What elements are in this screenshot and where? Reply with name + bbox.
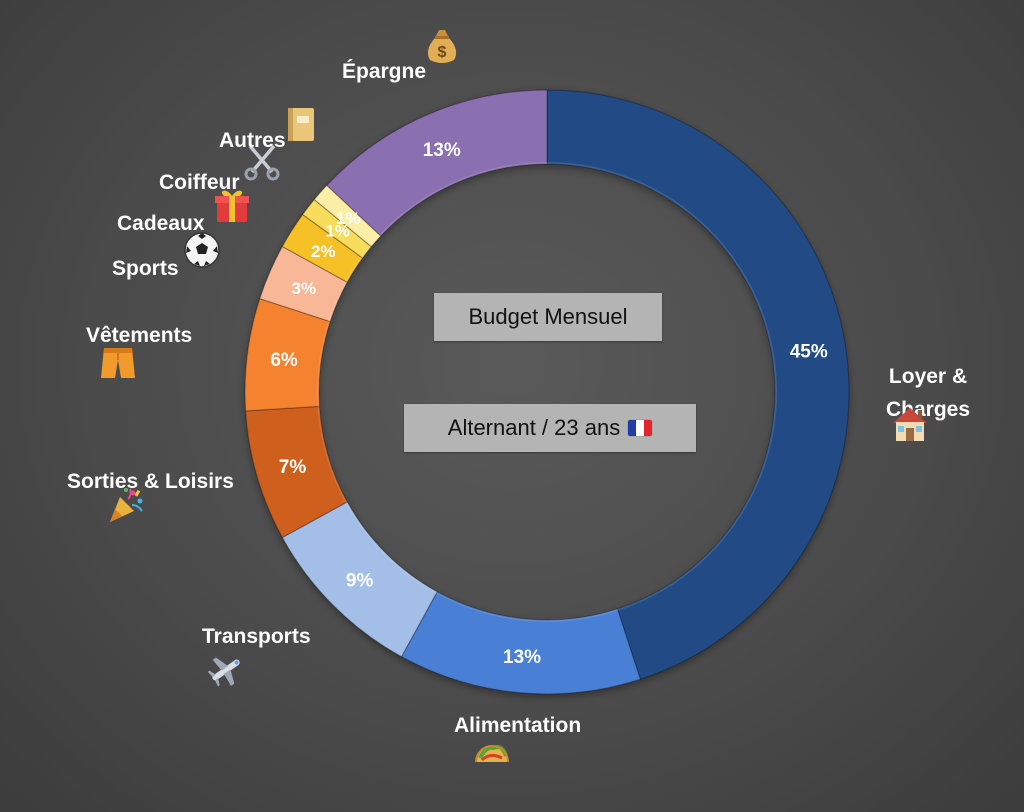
category-label-vetements: Vêtements — [86, 324, 193, 347]
category-label-sports: Sports — [112, 257, 179, 280]
category-label-coiffeur: Coiffeur — [159, 171, 240, 194]
chart-title-text: Budget Mensuel — [468, 304, 628, 329]
value-label-epargne: 13% — [423, 140, 461, 161]
french-flag-icon — [628, 420, 653, 436]
value-label-coiffeur: 1% — [325, 222, 350, 241]
value-label-vetements: 6% — [270, 350, 298, 371]
value-label-sports: 3% — [292, 279, 317, 298]
money-bag-icon: $ — [422, 26, 462, 66]
category-label-line: Loyer & — [888, 365, 968, 388]
airplane-icon — [206, 650, 246, 690]
flag-red-stripe — [644, 420, 653, 436]
taco-icon — [472, 732, 512, 772]
category-label-transports: Transports — [202, 625, 311, 648]
donut-value-labels: 45% 13% 9% 7% 6% 3% 2%1%1% 13% — [270, 140, 828, 668]
category-label-epargne: Épargne — [342, 60, 427, 83]
house-icon — [890, 404, 930, 444]
value-label-autres: 1% — [336, 209, 361, 228]
donut-inner-rim — [317, 162, 777, 622]
flag-white-stripe — [636, 420, 645, 436]
value-label-sorties-loisirs: 7% — [279, 457, 307, 478]
flag-blue-stripe — [628, 420, 637, 436]
gift-icon — [212, 185, 252, 225]
value-label-loyer-charges: 45% — [790, 342, 828, 363]
category-label-autres: Autres — [219, 129, 286, 152]
chart-subtitle: Alternant / 23 ans — [404, 404, 696, 452]
soccer-ball-icon — [182, 230, 222, 270]
value-label-transports: 9% — [346, 570, 374, 591]
slice-alimentation — [400, 590, 642, 695]
category-label-cadeaux: Cadeaux — [117, 212, 205, 235]
category-label-alimentation: Alimentation — [454, 714, 582, 737]
scissors-icon — [242, 142, 282, 182]
value-label-cadeaux: 2% — [311, 242, 336, 261]
notebook-icon — [280, 104, 320, 144]
chart-title: Budget Mensuel — [434, 293, 662, 341]
shorts-icon — [98, 342, 138, 382]
category-label-sorties-loisirs: Sorties & Loisirs — [67, 470, 234, 493]
donut-slices — [244, 89, 850, 695]
value-label-alimentation: 13% — [503, 647, 541, 668]
svg-text:$: $ — [438, 44, 447, 61]
chart-subtitle-text: Alternant / 23 ans — [447, 415, 621, 440]
party-popper-icon — [106, 485, 146, 525]
slice-epargne — [326, 89, 548, 237]
slice-loyer-charges — [546, 89, 850, 680]
